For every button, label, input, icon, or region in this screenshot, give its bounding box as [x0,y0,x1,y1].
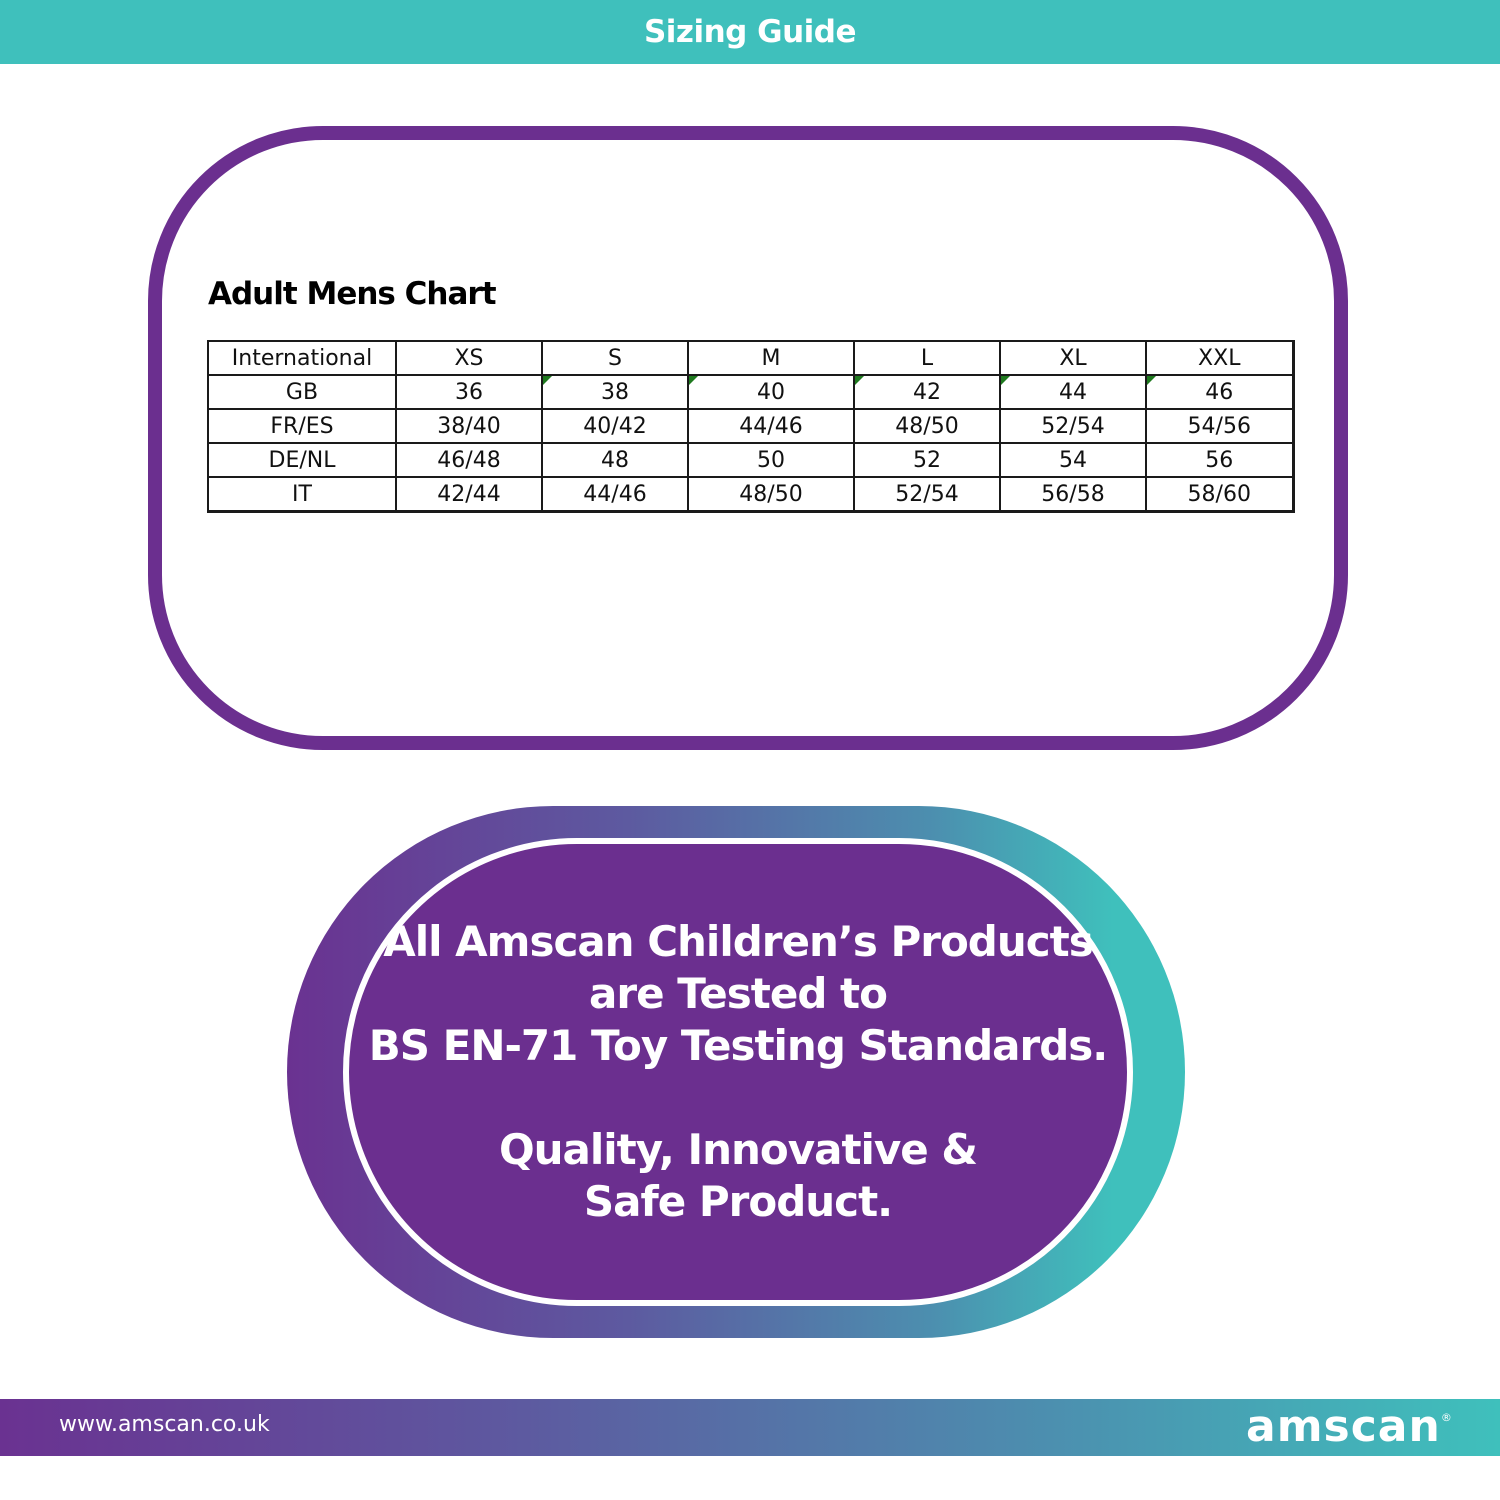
row-label: IT [207,476,397,513]
table-cell: 44/46 [687,408,855,444]
table-cell: 54/56 [1145,408,1295,444]
row-label: FR/ES [207,408,397,444]
table-cell: 38/40 [395,408,543,444]
row-label: GB [207,374,397,410]
table-cell: 46/48 [395,442,543,478]
size-table: International XS S M L XL XXL GB 36 38 4… [207,340,1295,513]
header-cell: XL [999,340,1147,376]
logo-text: amscan [1246,1401,1441,1452]
table-cell: 48 [541,442,689,478]
header-cell: XXL [1145,340,1295,376]
quality-text-line: Safe Product. [583,1177,893,1226]
website-link[interactable]: www.amscan.co.uk [59,1412,270,1437]
table-cell: 52/54 [853,476,1001,513]
table-cell: 40 [687,374,855,410]
header-cell: XS [395,340,543,376]
header-cell: L [853,340,1001,376]
quality-text-line: Quality, Innovative & [498,1125,978,1174]
table-cell: 46 [1145,374,1295,410]
table-cell: 44/46 [541,476,689,513]
header-cell: S [541,340,689,376]
table-cell: 52 [853,442,1001,478]
amscan-logo: amscan® [1246,1401,1453,1452]
table-cell: 42 [853,374,1001,410]
quality-text-line: BS EN-71 Toy Testing Standards. [368,1021,1108,1070]
table-cell: 56 [1145,442,1295,478]
footer-bar: www.amscan.co.uk amscan® [0,1399,1500,1456]
table-cell: 36 [395,374,543,410]
chart-title: Adult Mens Chart [208,276,497,312]
top-banner: Sizing Guide [0,0,1500,64]
table-cell: 44 [999,374,1147,410]
quality-text-line: are Tested to [589,969,888,1018]
table-cell: 42/44 [395,476,543,513]
table-cell: 48/50 [687,476,855,513]
table-header-row: International XS S M L XL XXL [207,340,1295,376]
table-row: DE/NL 46/48 48 50 52 54 56 [207,442,1295,478]
table-cell: 56/58 [999,476,1147,513]
table-row: IT 42/44 44/46 48/50 52/54 56/58 58/60 [207,476,1295,513]
table-row: FR/ES 38/40 40/42 44/46 48/50 52/54 54/5… [207,408,1295,444]
table-cell: 54 [999,442,1147,478]
table-cell: 50 [687,442,855,478]
table-cell: 48/50 [853,408,1001,444]
registered-mark: ® [1440,1411,1453,1424]
table-cell: 40/42 [541,408,689,444]
header-cell: M [687,340,855,376]
header-cell: International [207,340,397,376]
quality-badge: All Amscan Children’s Products are Teste… [343,838,1133,1306]
table-row: GB 36 38 40 42 44 46 [207,374,1295,410]
banner-title: Sizing Guide [643,14,857,50]
row-label: DE/NL [207,442,397,478]
table-cell: 38 [541,374,689,410]
quality-text-line: All Amscan Children’s Products [383,917,1093,966]
table-cell: 58/60 [1145,476,1295,513]
table-cell: 52/54 [999,408,1147,444]
